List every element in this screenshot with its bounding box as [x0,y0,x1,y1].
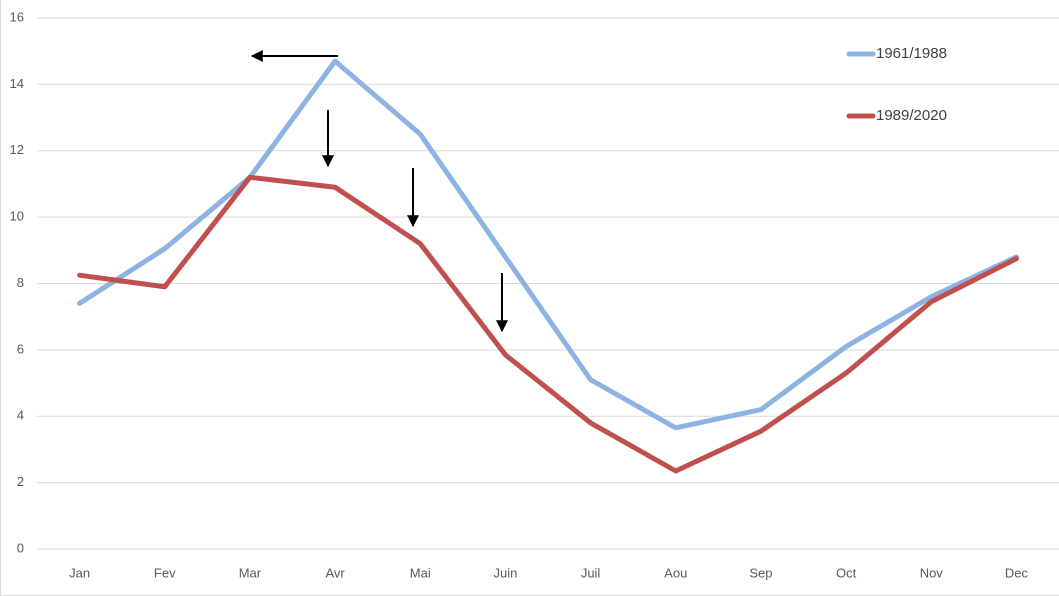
y-tick-label: 10 [10,209,24,224]
legend-label: 1961/1988 [876,45,947,62]
y-tick-label: 2 [17,474,24,489]
y-tick-label: 8 [17,275,24,290]
x-tick-label: Mai [410,565,431,580]
y-tick-label: 12 [10,142,24,157]
x-tick-label: Mar [239,565,262,580]
series-line [77,58,1019,431]
x-tick-label: Jan [69,565,90,580]
y-tick-label: 0 [17,540,24,555]
x-tick-label: Juil [581,565,601,580]
x-tick-label: Aou [664,565,687,580]
legend-label: 1989/2020 [876,107,947,124]
annotation-arrows [250,50,508,333]
x-tick-label: Juin [493,565,517,580]
x-tick-label: Avr [325,565,345,580]
x-tick-label: Sep [749,565,772,580]
y-tick-label: 6 [17,341,24,356]
x-tick-label: Nov [920,565,944,580]
x-tick-label: Oct [836,565,857,580]
x-tick-label: Fev [154,565,176,580]
series-line [77,174,1019,474]
y-tick-label: 4 [17,408,24,423]
y-tick-label: 16 [10,9,24,24]
x-tick-label: Dec [1005,565,1029,580]
y-tick-label: 14 [10,76,24,91]
